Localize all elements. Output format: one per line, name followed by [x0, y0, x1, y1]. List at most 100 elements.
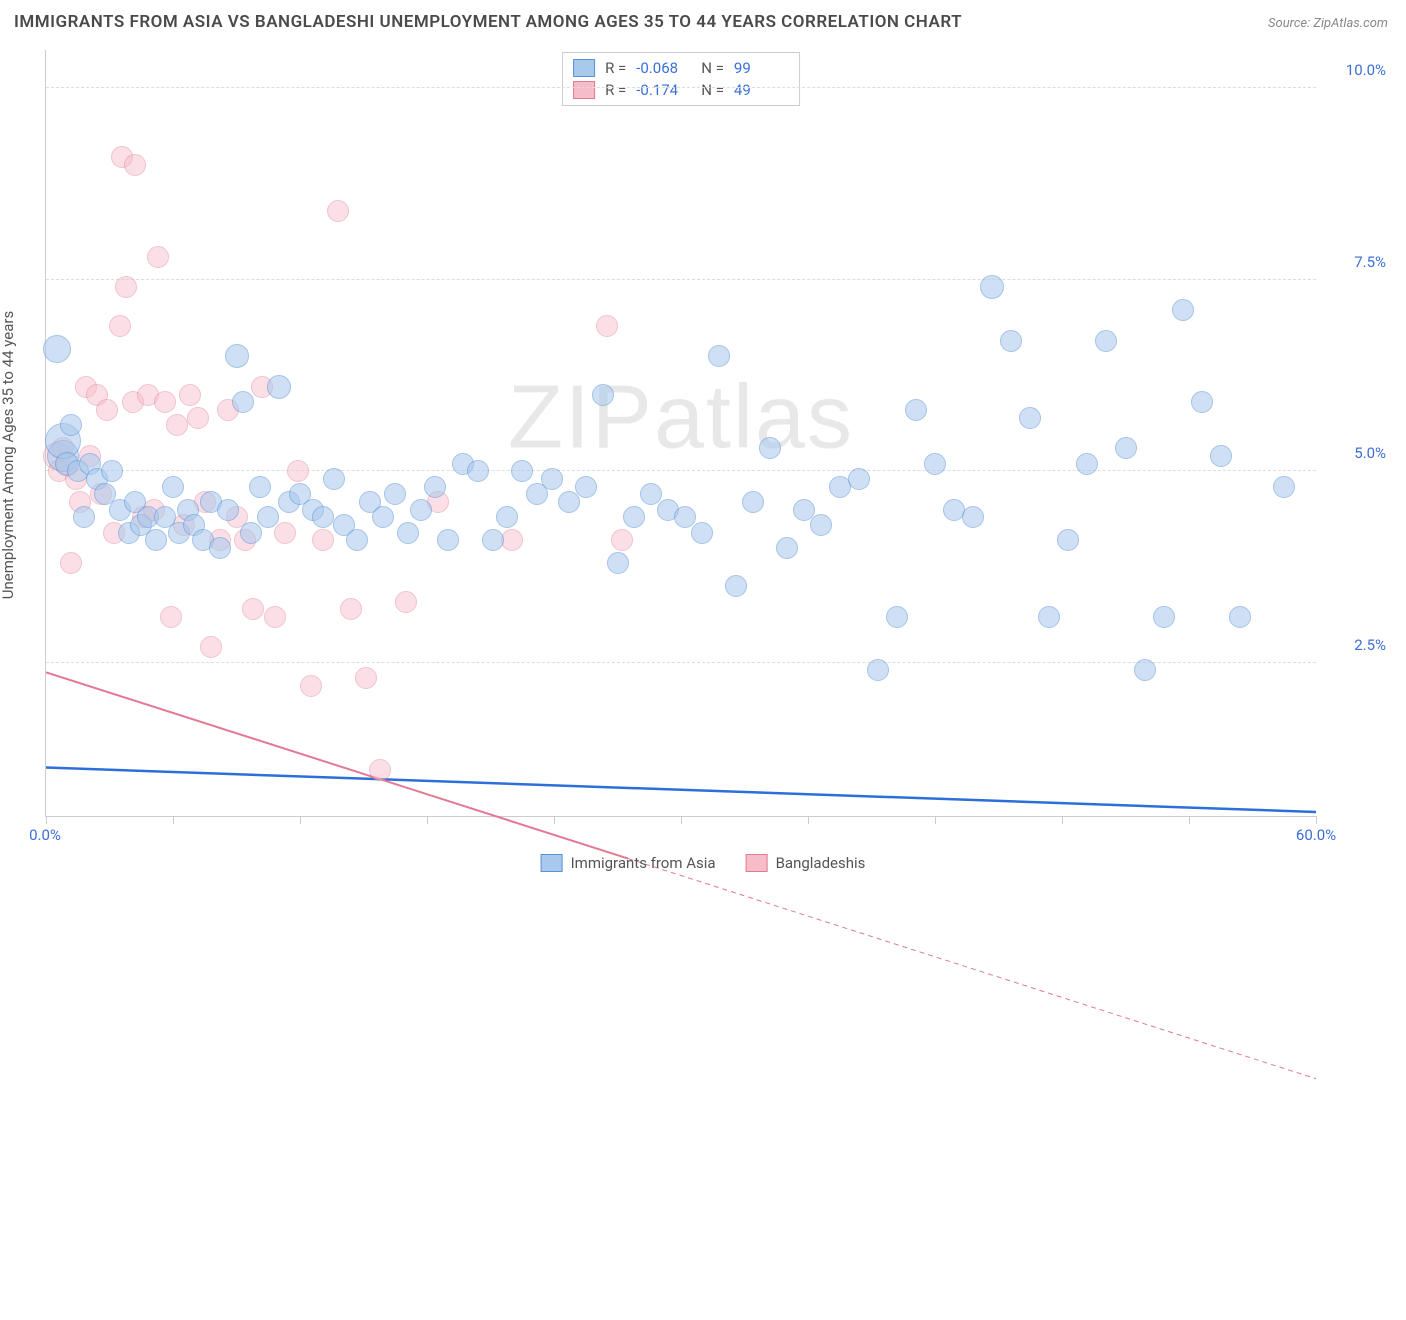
- legend-label: Bangladeshis: [776, 854, 866, 872]
- scatter-point: [179, 384, 201, 406]
- scatter-point: [1172, 299, 1194, 321]
- stat-n-label: N =: [701, 81, 724, 99]
- scatter-point: [1115, 437, 1137, 459]
- bottom-legend: Immigrants from Asia Bangladeshis: [541, 854, 866, 872]
- scatter-point: [482, 529, 504, 551]
- scatter-point: [145, 529, 167, 551]
- x-tick: [427, 816, 428, 824]
- stat-n-label: N =: [701, 59, 724, 77]
- scatter-point: [162, 476, 184, 498]
- scatter-point: [355, 667, 377, 689]
- stat-r-label: R =: [605, 59, 626, 77]
- stats-row: R =-0.068N =99: [573, 57, 789, 79]
- legend-swatch: [746, 854, 768, 872]
- scatter-point: [496, 506, 518, 528]
- y-tick-label: 10.0%: [1326, 61, 1386, 79]
- scatter-point: [312, 529, 334, 551]
- scatter-point: [886, 606, 908, 628]
- scatter-point: [980, 275, 1004, 299]
- scatter-point: [1000, 330, 1022, 352]
- legend-swatch: [573, 59, 595, 77]
- gridline: [46, 662, 1316, 663]
- scatter-point: [300, 675, 322, 697]
- x-tick: [681, 816, 682, 824]
- scatter-point: [232, 391, 254, 413]
- scatter-point: [558, 491, 580, 513]
- scatter-point: [327, 200, 349, 222]
- x-tick: [46, 816, 47, 824]
- scatter-point: [187, 407, 209, 429]
- chart-container: IMMIGRANTS FROM ASIA VS BANGLADESHI UNEM…: [0, 0, 1406, 892]
- scatter-point: [511, 460, 533, 482]
- scatter-point: [369, 759, 391, 781]
- scatter-point: [287, 460, 309, 482]
- scatter-point: [725, 575, 747, 597]
- scatter-point: [160, 606, 182, 628]
- legend-item: Bangladeshis: [746, 854, 866, 872]
- scatter-point: [1134, 659, 1156, 681]
- gridline: [46, 87, 1316, 88]
- scatter-point: [1057, 529, 1079, 551]
- scatter-point: [1019, 407, 1041, 429]
- stat-r-value: -0.068: [636, 59, 691, 77]
- scatter-point: [115, 276, 137, 298]
- scatter-point: [340, 598, 362, 620]
- scatter-point: [410, 499, 432, 521]
- scatter-point: [691, 522, 713, 544]
- gridline: [46, 279, 1316, 280]
- x-tick: [808, 816, 809, 824]
- scatter-point: [101, 460, 123, 482]
- scatter-point: [154, 391, 176, 413]
- scatter-point: [1229, 606, 1251, 628]
- x-tick: [300, 816, 301, 824]
- legend-label: Immigrants from Asia: [571, 854, 716, 872]
- stat-r-value: -0.174: [636, 81, 691, 99]
- chart-title: IMMIGRANTS FROM ASIA VS BANGLADESHI UNEM…: [14, 12, 962, 32]
- scatter-point: [242, 598, 264, 620]
- scatter-point: [60, 414, 82, 436]
- scatter-point: [742, 491, 764, 513]
- scatter-point: [905, 399, 927, 421]
- scatter-point: [541, 468, 563, 490]
- x-tick-label: 0.0%: [29, 826, 61, 844]
- scatter-point: [623, 506, 645, 528]
- stats-legend-box: R =-0.068N =99R =-0.174N =49: [562, 52, 800, 106]
- scatter-point: [395, 591, 417, 613]
- source-label: Source: ZipAtlas.com: [1268, 16, 1388, 31]
- x-tick-label: 60.0%: [1296, 826, 1336, 844]
- trend-lines: [46, 50, 1316, 1320]
- scatter-point: [257, 506, 279, 528]
- scatter-point: [607, 552, 629, 574]
- x-tick: [173, 816, 174, 824]
- scatter-point: [501, 529, 523, 551]
- legend-item: Immigrants from Asia: [541, 854, 716, 872]
- y-tick-label: 2.5%: [1326, 636, 1386, 654]
- scatter-point: [810, 514, 832, 536]
- x-tick: [554, 816, 555, 824]
- scatter-point: [759, 437, 781, 459]
- scatter-point: [397, 522, 419, 544]
- scatter-point: [217, 499, 239, 521]
- scatter-point: [274, 522, 296, 544]
- legend-swatch: [573, 81, 595, 99]
- scatter-point: [384, 483, 406, 505]
- scatter-point: [96, 399, 118, 421]
- scatter-point: [848, 468, 870, 490]
- scatter-point: [267, 375, 291, 399]
- scatter-point: [43, 335, 71, 363]
- scatter-point: [867, 659, 889, 681]
- scatter-point: [200, 636, 222, 658]
- stats-row: R =-0.174N =49: [573, 79, 789, 101]
- scatter-point: [372, 506, 394, 528]
- plot-area: ZIPatlas R =-0.068N =99R =-0.174N =49 2.…: [45, 50, 1316, 817]
- stat-r-label: R =: [605, 81, 626, 99]
- scatter-point: [323, 468, 345, 490]
- scatter-point: [249, 476, 271, 498]
- scatter-point: [124, 154, 146, 176]
- scatter-point: [60, 552, 82, 574]
- scatter-point: [776, 537, 798, 559]
- scatter-point: [575, 476, 597, 498]
- scatter-point: [962, 506, 984, 528]
- gridline: [46, 470, 1316, 471]
- scatter-point: [1210, 445, 1232, 467]
